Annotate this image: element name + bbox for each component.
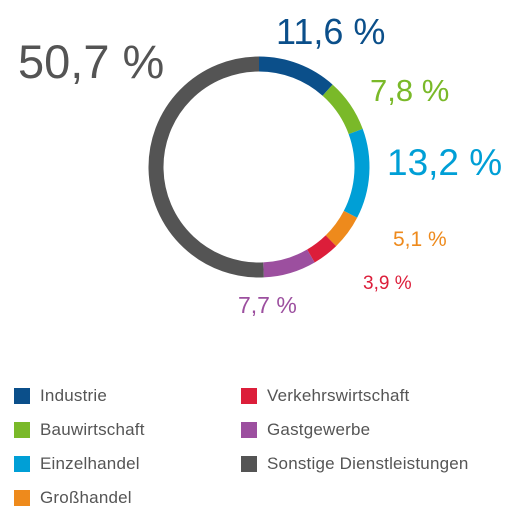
- slice-label-verkehrswirtschaft: 3,9 %: [363, 273, 412, 294]
- slice-label-industrie: 11,6 %: [276, 11, 385, 52]
- slice-grosshandel: [325, 210, 358, 247]
- legend-item-bauwirtschaft: Bauwirtschaft: [14, 418, 145, 442]
- legend-swatch-grosshandel: [14, 490, 30, 506]
- slice-gastgewerbe: [262, 249, 315, 278]
- slice-einzelhandel: [343, 128, 370, 218]
- legend-item-einzelhandel: Einzelhandel: [14, 452, 140, 476]
- slice-verkehrswirtschaft: [306, 235, 337, 263]
- legend-item-gastgewerbe: Gastgewerbe: [241, 418, 370, 442]
- slice-label-bauwirtschaft: 7,8 %: [370, 73, 449, 108]
- legend-label-gastgewerbe: Gastgewerbe: [267, 420, 371, 439]
- legend-swatch-einzelhandel: [14, 456, 30, 472]
- legend-swatch-industrie: [14, 388, 30, 404]
- legend-label-industrie: Industrie: [40, 386, 108, 405]
- donut-chart-svg: 11,6 % 7,8 % 13,2 % 5,1 % 3,9 % 7,7 % 50,7 %: [18, 11, 502, 318]
- slice-bauwirtschaft: [322, 84, 363, 135]
- legend-item-sonstige-dienstleistungen: Sonstige Dienstleistungen: [241, 452, 469, 476]
- legend-swatch-bauwirtschaft: [14, 422, 30, 438]
- legend-label-sonstige-dienstleistungen: Sonstige Dienstleistungen: [267, 454, 469, 473]
- chart-legend: Industrie Bauwirtschaft Einzelhandel Großha…: [0, 380, 530, 510]
- slice-label-einzelhandel: 13,2 %: [387, 142, 502, 183]
- slice-sonstige-dienstleistungen: [148, 56, 264, 278]
- legend-label-verkehrswirtschaft: Verkehrswirtschaft: [267, 386, 410, 405]
- legend-label-grosshandel: Großhandel: [40, 488, 132, 507]
- legend-swatch-sonstige-dienstleistungen: [241, 456, 257, 472]
- legend-item-industrie: Industrie: [14, 384, 107, 408]
- legend-label-bauwirtschaft: Bauwirtschaft: [40, 420, 145, 439]
- slice-label-grosshandel: 5,1 %: [393, 228, 447, 251]
- slice-label-sonstige-dienstleistungen: 50,7 %: [18, 35, 164, 88]
- slice-industrie: [258, 56, 333, 96]
- legend-label-einzelhandel: Einzelhandel: [40, 454, 140, 473]
- legend-item-grosshandel: Großhandel: [14, 486, 132, 510]
- legend-item-verkehrswirtschaft: Verkehrswirtschaft: [241, 384, 409, 408]
- legend-swatch-verkehrswirtschaft: [241, 388, 257, 404]
- slice-label-gastgewerbe: 7,7 %: [238, 292, 297, 318]
- legend-swatch-gastgewerbe: [241, 422, 257, 438]
